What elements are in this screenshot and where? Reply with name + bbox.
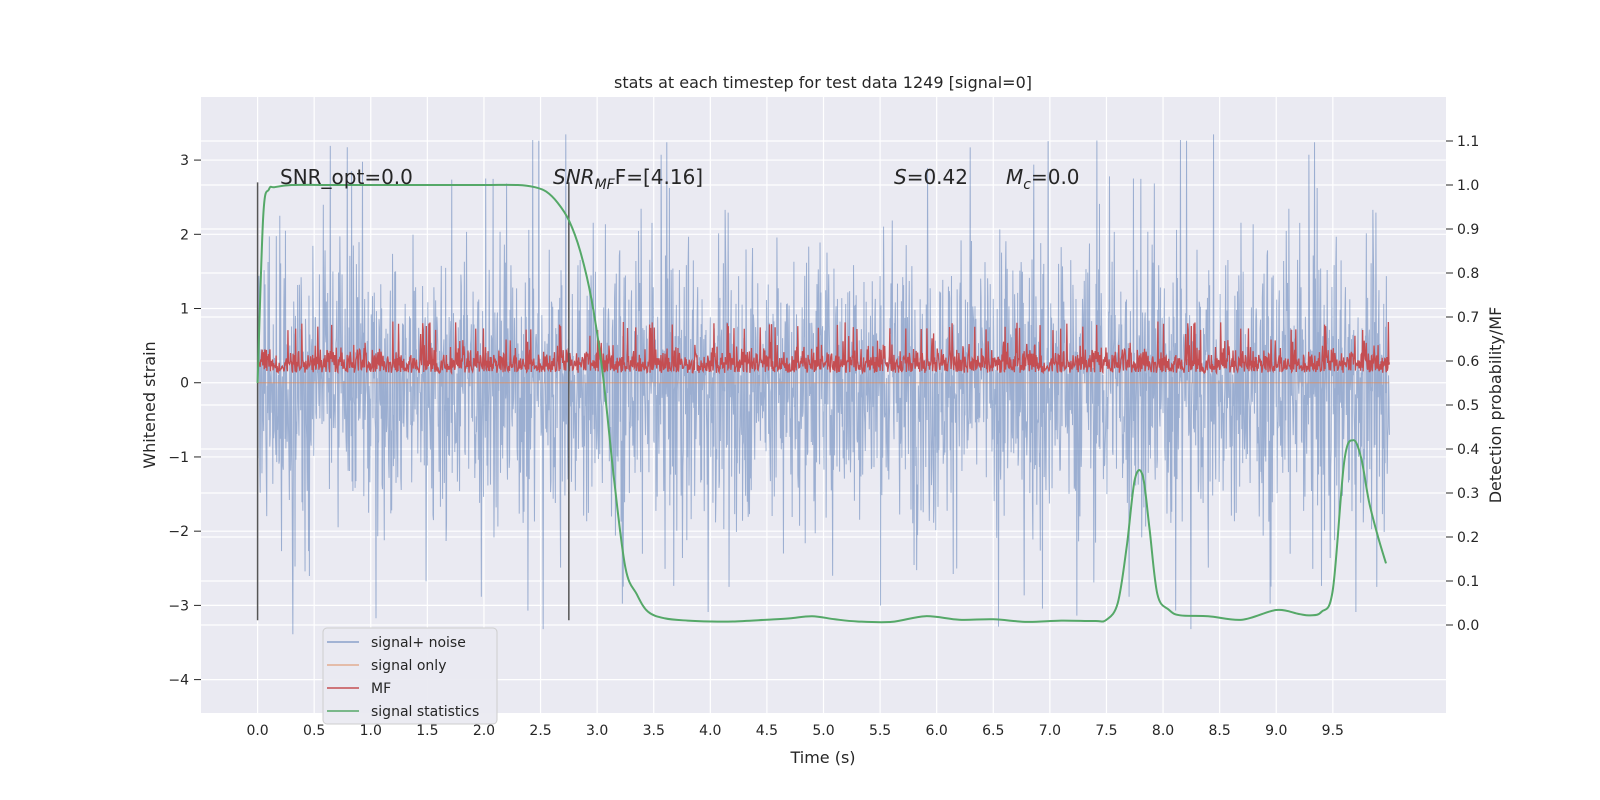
legend: signal+ noise signal only MF signal stat… bbox=[322, 627, 498, 725]
x-tick-label: 3.5 bbox=[643, 723, 665, 739]
vertical-markers bbox=[256, 182, 570, 621]
x-tick-label: 2.0 bbox=[473, 723, 495, 739]
x-tick-label: 3.0 bbox=[586, 723, 608, 739]
right-y-tick-label: 0.3 bbox=[1457, 486, 1479, 502]
right-y-tick-label: 0.7 bbox=[1457, 310, 1479, 326]
left-y-tick-label: −1 bbox=[168, 450, 189, 466]
series-mf bbox=[256, 321, 1391, 375]
right-y-tick-label: 0.2 bbox=[1457, 530, 1479, 546]
right-y-tick-label: 0.6 bbox=[1457, 354, 1479, 370]
right-y-tick-label: 0.0 bbox=[1457, 618, 1479, 634]
annotation-mc: Mc=0.0 bbox=[1006, 165, 1080, 193]
left-y-tick-label: 1 bbox=[180, 302, 189, 318]
annotation-snr-mf: SNRMFF=[4.16] bbox=[553, 165, 703, 193]
legend-label-signal-statistics: signal statistics bbox=[371, 704, 479, 720]
x-tick-label: 4.0 bbox=[699, 723, 721, 739]
right-y-tick-label: 0.9 bbox=[1457, 222, 1479, 238]
x-tick-label: 2.5 bbox=[529, 723, 551, 739]
right-y-tick-label: 0.8 bbox=[1457, 266, 1479, 282]
series-signal-statistics bbox=[256, 183, 1387, 624]
x-tick-label: 4.5 bbox=[756, 723, 778, 739]
right-y-tick-labels: 1.1 1.0 0.9 0.8 0.7 0.6 0.5 0.4 0.3 0.2 0.1 0.0 bbox=[1446, 134, 1479, 634]
right-y-tick-label: 0.1 bbox=[1457, 574, 1479, 590]
signal-noise-line bbox=[257, 134, 1390, 635]
x-tick-label: 0.5 bbox=[303, 723, 325, 739]
legend-label-mf: MF bbox=[371, 681, 391, 697]
x-tick-label: 5.0 bbox=[812, 723, 834, 739]
left-y-axis-label: Whitened strain bbox=[140, 341, 159, 468]
x-tick-label: 1.5 bbox=[416, 723, 438, 739]
series-signal-noise bbox=[257, 134, 1390, 635]
x-tick-label: 9.5 bbox=[1322, 723, 1344, 739]
x-tick-label: 1.0 bbox=[360, 723, 382, 739]
left-y-tick-label: 2 bbox=[180, 227, 189, 243]
x-tick-label: 9.0 bbox=[1265, 723, 1287, 739]
x-tick-label: 6.5 bbox=[982, 723, 1004, 739]
mf-line bbox=[256, 321, 1391, 375]
x-tick-label: 8.5 bbox=[1209, 723, 1231, 739]
left-y-tick-label: −2 bbox=[168, 524, 189, 540]
left-y-tick-label: 3 bbox=[180, 153, 189, 169]
left-y-tick-labels: 3 2 1 0 −1 −2 −3 −4 bbox=[168, 153, 201, 689]
left-y-tick-label: 0 bbox=[180, 376, 189, 392]
left-y-tick-label: −4 bbox=[168, 673, 189, 689]
legend-label-signal-noise: signal+ noise bbox=[371, 635, 466, 651]
right-y-tick-label: 0.5 bbox=[1457, 398, 1479, 414]
annotation-snr-opt: SNR_opt=0.0 bbox=[280, 165, 413, 189]
chart-title: stats at each timestep for test data 124… bbox=[614, 73, 1032, 92]
x-tick-label: 7.0 bbox=[1039, 723, 1061, 739]
x-tick-label: 5.5 bbox=[869, 723, 891, 739]
x-axis-label: Time (s) bbox=[789, 748, 855, 767]
right-y-tick-label: 1.1 bbox=[1457, 134, 1479, 150]
left-y-tick-label: −3 bbox=[168, 598, 189, 614]
legend-label-signal-only: signal only bbox=[371, 658, 446, 674]
signal-statistics-line bbox=[256, 183, 1387, 624]
x-tick-label: 6.0 bbox=[926, 723, 948, 739]
legend-box bbox=[322, 627, 498, 725]
x-tick-label: 7.5 bbox=[1095, 723, 1117, 739]
right-y-axis-label: Detection probability/MF bbox=[1486, 307, 1505, 504]
right-y-tick-label: 0.4 bbox=[1457, 442, 1479, 458]
annotation-s: S=0.42 bbox=[894, 165, 968, 189]
x-tick-label: 0.0 bbox=[246, 723, 268, 739]
x-tick-label: 8.0 bbox=[1152, 723, 1174, 739]
x-tick-labels: 0.0 0.5 1.0 1.5 2.0 2.5 3.0 3.5 4.0 4.5 5.0 5.5 6.0 6… bbox=[246, 723, 1343, 739]
right-y-tick-label: 1.0 bbox=[1457, 178, 1479, 194]
